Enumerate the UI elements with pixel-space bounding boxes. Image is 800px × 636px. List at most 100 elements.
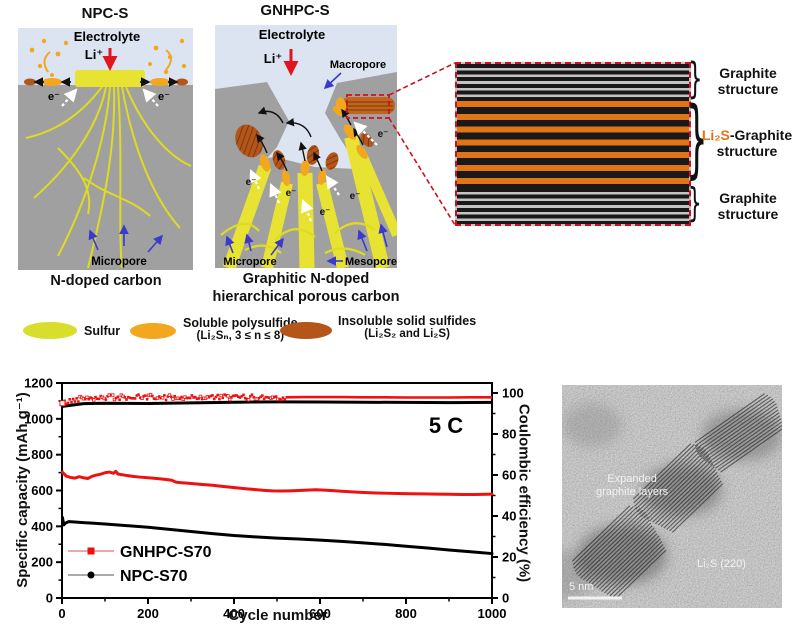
ce-marker bbox=[178, 397, 182, 401]
ce-marker bbox=[194, 395, 197, 399]
ce-marker bbox=[224, 394, 228, 397]
ce-marker bbox=[283, 398, 287, 401]
y-right-tick-label: 100 bbox=[502, 386, 524, 401]
ce-marker bbox=[104, 398, 108, 401]
ce-marker bbox=[89, 396, 92, 399]
gnhpc-electron-labels: e⁻ e⁻ e⁻ e⁻ e⁻ bbox=[246, 129, 389, 218]
ce-marker bbox=[262, 397, 266, 401]
npc-sulfur-slab bbox=[75, 70, 145, 87]
ce-marker bbox=[231, 394, 235, 398]
ce-marker bbox=[245, 397, 249, 401]
li2s-text: Li₂S bbox=[701, 127, 730, 143]
ce-marker bbox=[200, 397, 204, 401]
ce-marker bbox=[85, 395, 89, 400]
ce-marker bbox=[209, 394, 213, 398]
gnhpc-micropore-label: Micropore bbox=[223, 256, 276, 268]
y-left-tick-label: 800 bbox=[31, 447, 53, 462]
ce-marker bbox=[230, 395, 233, 399]
ce-marker bbox=[237, 395, 240, 399]
legend-entry: NPC-S70 bbox=[120, 568, 188, 585]
ce-marker bbox=[180, 395, 183, 399]
svg-text:e⁻: e⁻ bbox=[246, 177, 257, 188]
ce-marker bbox=[133, 397, 137, 400]
ce-marker bbox=[152, 397, 156, 400]
ce-marker bbox=[114, 396, 118, 400]
tem-scalebar-label: 5 nm bbox=[569, 581, 594, 593]
npc-li-label: Li⁺ bbox=[85, 47, 103, 62]
ce-marker bbox=[227, 397, 232, 402]
ce-marker bbox=[73, 400, 77, 403]
ce-marker bbox=[167, 393, 172, 397]
ce-marker bbox=[197, 397, 201, 400]
ce-marker bbox=[112, 397, 117, 402]
ce-marker bbox=[166, 395, 170, 398]
ce-marker bbox=[157, 395, 161, 398]
ce-marker bbox=[226, 394, 230, 398]
brace-bottom-icon: } bbox=[688, 180, 702, 226]
ce-marker bbox=[83, 397, 87, 401]
ce-marker bbox=[155, 396, 160, 400]
svg-text:e⁻: e⁻ bbox=[320, 207, 331, 218]
ce-marker bbox=[163, 394, 166, 397]
stack-label-bottom: Graphite structure bbox=[717, 190, 779, 222]
ce-marker bbox=[240, 394, 244, 398]
npc-electron-arrows bbox=[61, 88, 159, 107]
ce-marker bbox=[171, 397, 175, 401]
svg-text:e⁻: e⁻ bbox=[286, 188, 297, 199]
ce-marker bbox=[126, 395, 130, 399]
x-tick-label: 600 bbox=[309, 606, 331, 621]
x-tick-label: 400 bbox=[223, 606, 245, 621]
ce-marker bbox=[160, 396, 165, 400]
gnhpc-mesopore-arrows bbox=[326, 223, 388, 266]
gnhpc-micropore-arcs bbox=[220, 222, 376, 256]
rate-annotation: 5 C bbox=[429, 413, 463, 438]
li2s-graphite-layers bbox=[457, 101, 689, 188]
ce-marker bbox=[198, 394, 203, 399]
npc-solid-sulfide-left bbox=[24, 78, 36, 86]
gnhpc-mesopore-label: Mesopore bbox=[345, 256, 397, 268]
polysulfide-swatch bbox=[130, 323, 176, 339]
svg-text:e⁻: e⁻ bbox=[350, 191, 361, 202]
ce-marker bbox=[267, 396, 271, 399]
graphite-stack bbox=[455, 62, 691, 226]
ce-marker bbox=[159, 396, 163, 400]
ce-marker bbox=[233, 394, 237, 397]
ce-marker bbox=[111, 393, 115, 397]
legend-entry: GNHPC-S70 bbox=[120, 544, 212, 561]
npc-schematic: Electrolyte Li⁺ e⁻ e⁻ Micropore bbox=[18, 28, 193, 270]
ce-marker bbox=[87, 397, 90, 401]
npc-polysulfide-arcs bbox=[43, 49, 172, 73]
ce-marker bbox=[151, 394, 154, 398]
ce-marker bbox=[273, 395, 276, 399]
ce-marker bbox=[192, 396, 195, 399]
gnhpc-panel-title: GNHPC-S bbox=[260, 2, 330, 19]
gnhpc-micropore-arrows bbox=[225, 233, 284, 256]
ce-marker bbox=[188, 396, 192, 400]
solid-sulfide-swatch bbox=[280, 322, 332, 339]
stack-label-top: Graphite structure bbox=[717, 65, 779, 97]
ce-marker bbox=[118, 398, 121, 401]
sulfur-swatch bbox=[23, 322, 77, 339]
npc-polysulfide-left bbox=[42, 78, 62, 86]
npc-electrolyte-label: Electrolyte bbox=[74, 29, 140, 44]
ce-marker bbox=[211, 394, 214, 397]
sulfur-label: Sulfur bbox=[84, 324, 121, 338]
y-left-tick-label: 400 bbox=[31, 519, 53, 534]
npc-solid-sulfide-right bbox=[176, 78, 188, 86]
ce-marker bbox=[97, 397, 101, 401]
ce-marker bbox=[261, 394, 264, 397]
ce-marker bbox=[68, 398, 72, 401]
brace-top-icon: } bbox=[688, 53, 703, 103]
ce-marker bbox=[266, 396, 269, 399]
gnhpc-caption-line1: Graphitic N-doped bbox=[242, 271, 370, 287]
ce-marker bbox=[257, 396, 261, 400]
x-tick-label: 200 bbox=[137, 606, 159, 621]
ce-marker bbox=[116, 395, 120, 399]
ce-marker bbox=[99, 394, 102, 398]
y-right-tick-label: 20 bbox=[502, 550, 516, 565]
ce-marker bbox=[274, 395, 278, 398]
cycling-chart: 0 200 400 600 800 100002004006008001000120002… bbox=[24, 376, 524, 622]
tem-lattice-fringes bbox=[572, 393, 784, 600]
ce-marker bbox=[264, 395, 268, 399]
